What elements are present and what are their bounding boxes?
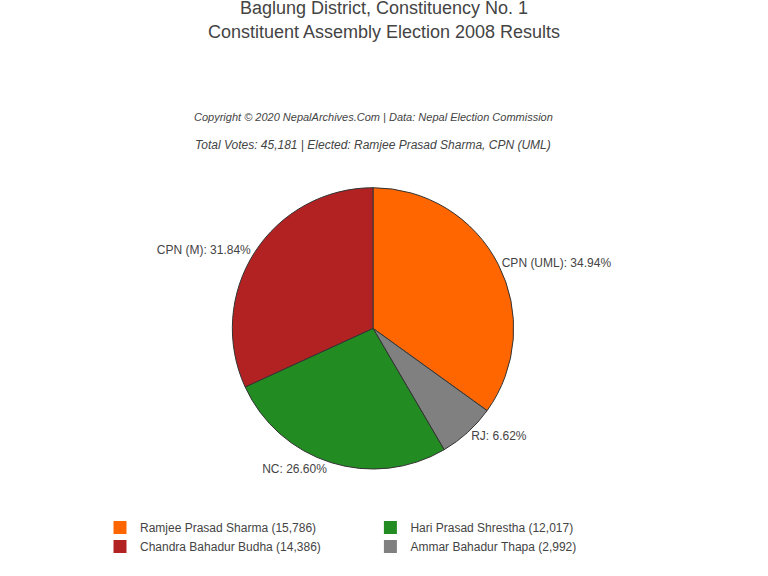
svg-text:RJ: 6.62%: RJ: 6.62%	[471, 429, 527, 443]
svg-text:Baglung District, Constituency: Baglung District, Constituency No. 1Cons…	[208, 0, 560, 42]
svg-text:Ramjee Prasad Sharma (15,786): Ramjee Prasad Sharma (15,786)	[140, 521, 316, 535]
svg-text:Copyright © 2020 NepalArchives: Copyright © 2020 NepalArchives.Com | Dat…	[194, 111, 553, 123]
svg-text:Chandra Bahadur Budha (14,386): Chandra Bahadur Budha (14,386)	[140, 540, 321, 554]
svg-text:CPN (M): 31.84%: CPN (M): 31.84%	[157, 243, 251, 257]
svg-text:CPN (UML): 34.94%: CPN (UML): 34.94%	[502, 256, 612, 270]
svg-text:Total Votes: 45,181 | Elected:: Total Votes: 45,181 | Elected: Ramjee Pr…	[195, 138, 551, 152]
svg-text:Ammar Bahadur Thapa (2,992): Ammar Bahadur Thapa (2,992)	[410, 540, 576, 554]
svg-text:Hari Prasad Shrestha (12,017): Hari Prasad Shrestha (12,017)	[410, 521, 573, 535]
svg-text:NC: 26.60%: NC: 26.60%	[262, 462, 327, 476]
